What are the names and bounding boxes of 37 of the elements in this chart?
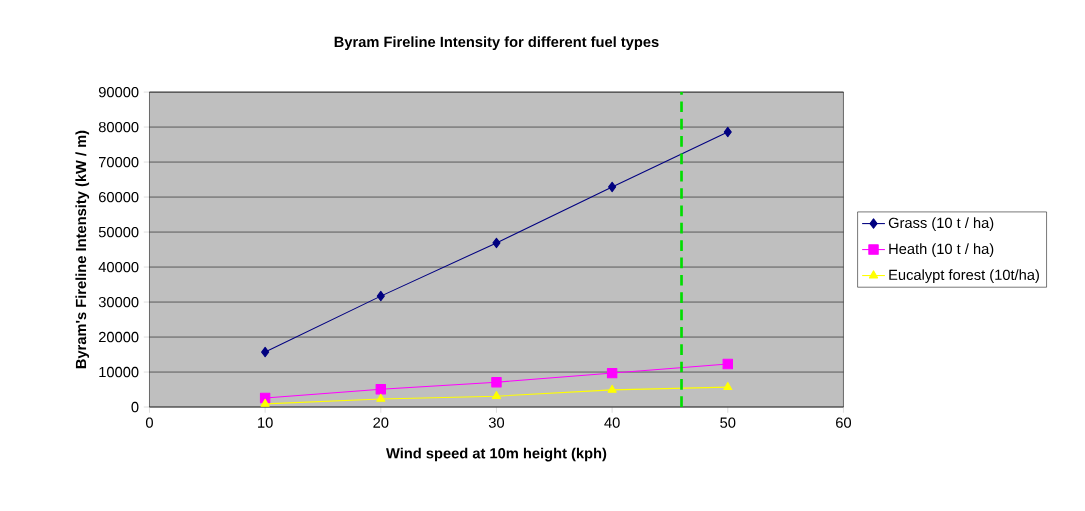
point — [723, 381, 733, 390]
y-axis-title: Byram's Fireline Intensity (kW / m) — [75, 130, 90, 369]
x-tick-label: 60 — [836, 417, 852, 428]
y-tick-label: 80000 — [98, 121, 139, 133]
point — [491, 376, 502, 388]
y-tick-label: 50000 — [98, 226, 139, 238]
x-tick-label: 0 — [145, 417, 153, 428]
point — [492, 237, 501, 249]
y-tick-label: 0 — [131, 401, 139, 413]
y-tick-label: 30000 — [98, 296, 139, 308]
point — [491, 390, 502, 400]
x-tick-label: 50 — [720, 417, 736, 428]
point — [723, 126, 732, 138]
chart-title: Byram Fireline Intensity for different fuel types — [334, 36, 659, 50]
y-tick-label: 10000 — [99, 366, 139, 378]
point — [261, 346, 270, 358]
point — [608, 181, 617, 193]
x-tick-label: 30 — [488, 417, 505, 428]
point — [722, 358, 733, 370]
legend-label: Heath (10 t / ha) — [889, 243, 994, 257]
point — [375, 383, 387, 395]
point — [260, 398, 270, 407]
y-tick-label: 20000 — [98, 331, 139, 343]
legend-label: Eucalypt forest (10t/ha) — [889, 269, 1039, 283]
x-tick-label: 10 — [258, 417, 273, 428]
y-tick-label: 70000 — [98, 156, 139, 168]
point — [376, 393, 386, 402]
x-axis-title: Wind speed at 10m height (kph) — [386, 447, 607, 462]
y-tick-label: 60000 — [98, 191, 139, 203]
y-tick-label: 40000 — [98, 261, 139, 273]
x-tick-label: 20 — [373, 417, 389, 428]
point — [606, 367, 618, 379]
legend-label: Grass (10 t / ha) — [888, 217, 994, 231]
point — [376, 290, 385, 302]
point — [607, 384, 617, 393]
y-tick-label: 90000 — [98, 86, 139, 98]
x-tick-label: 40 — [604, 417, 620, 428]
